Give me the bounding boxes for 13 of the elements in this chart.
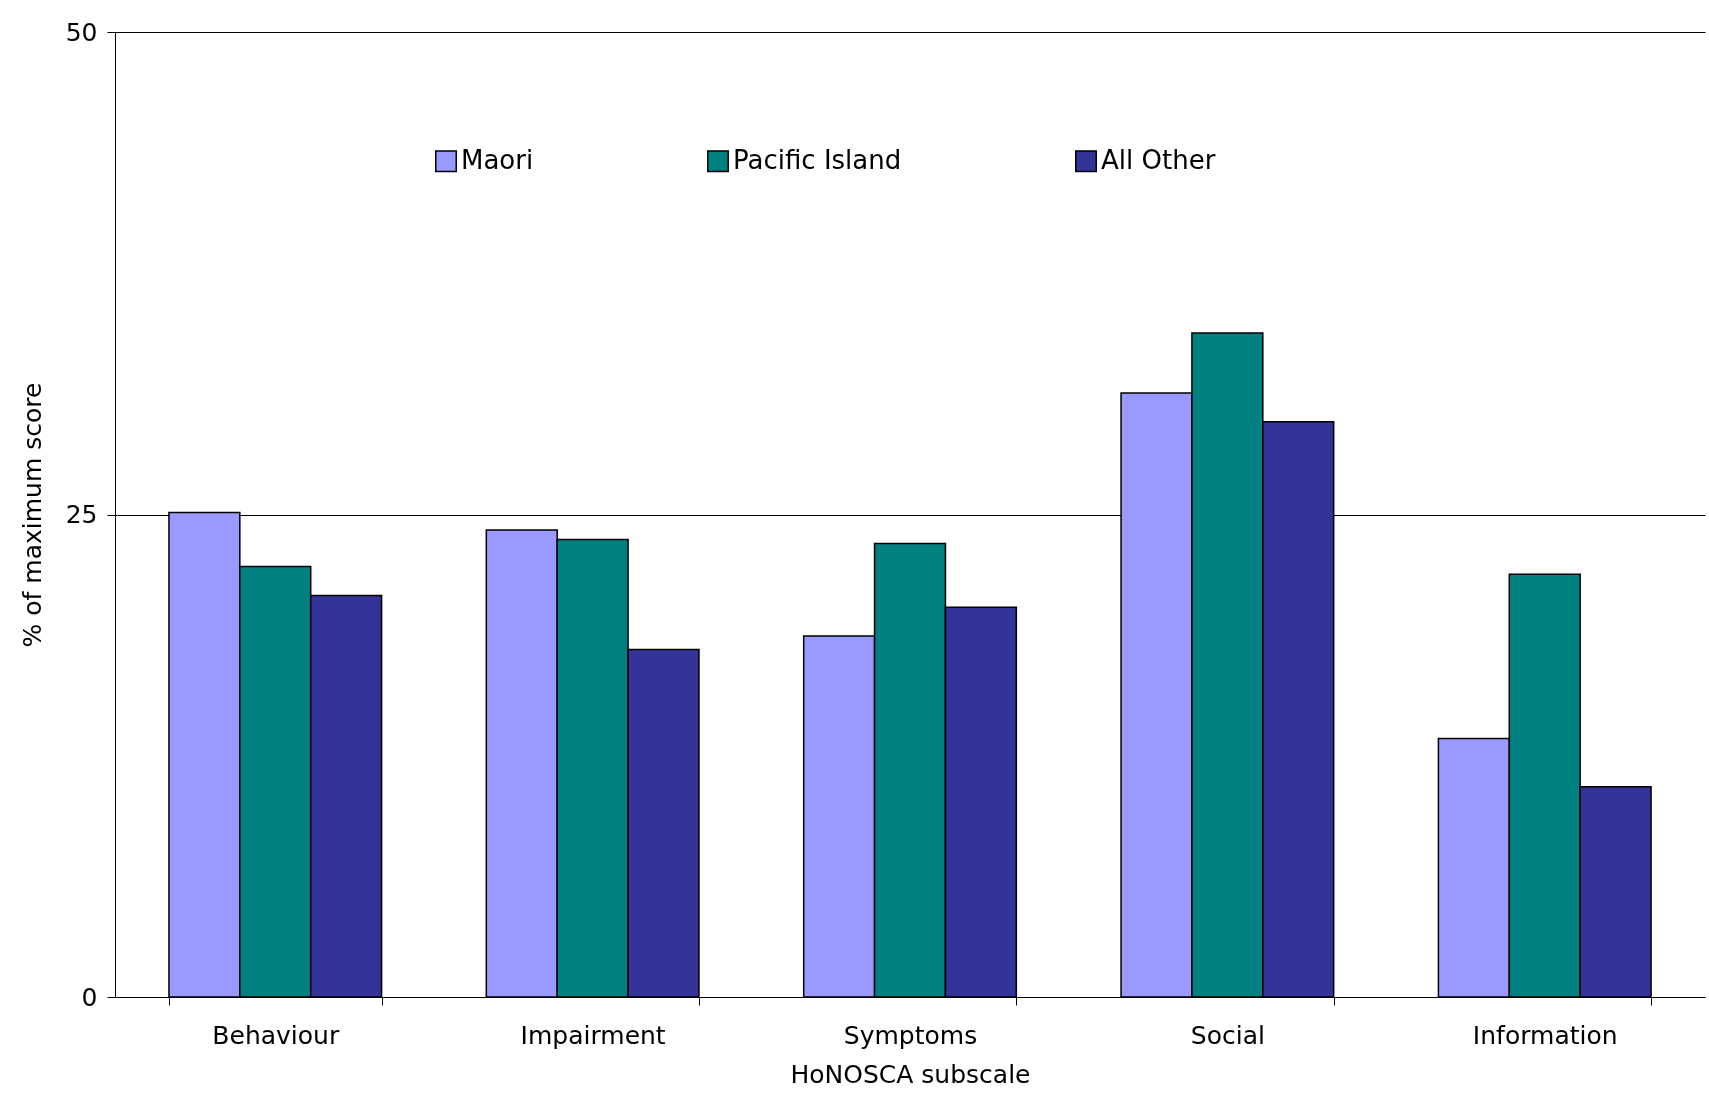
y-axis-title: % of maximum score (17, 382, 47, 648)
y-tick-label: 25 (65, 500, 98, 529)
x-tick-label: Social (1190, 1020, 1265, 1050)
x-tick-label: Information (1472, 1020, 1618, 1050)
legend-label: All Other (1101, 145, 1216, 176)
x-tick-label: Symptoms (843, 1020, 978, 1050)
x-tick-label: Impairment (520, 1020, 666, 1050)
legend-label: Maori (461, 145, 534, 176)
x-tick-label: Behaviour (212, 1020, 340, 1050)
y-tick-label: 50 (65, 17, 98, 47)
y-tick-label: 0 (81, 982, 98, 1012)
x-axis-title: HoNOSCA subscale (790, 1059, 1031, 1089)
legend-label: Pacific Island (733, 145, 902, 176)
